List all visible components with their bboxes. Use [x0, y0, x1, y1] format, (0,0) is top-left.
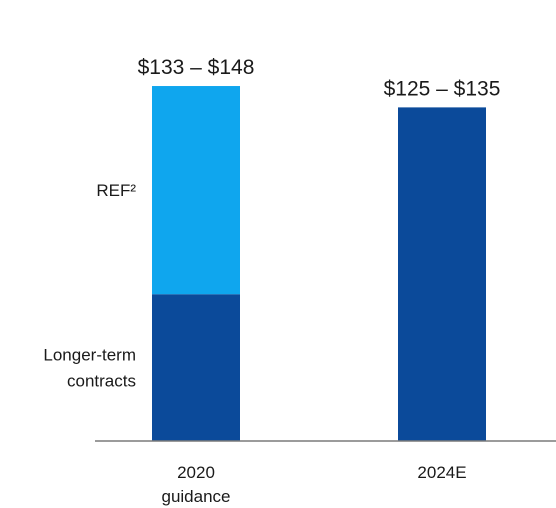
bar-2024e-longer-term-contracts [398, 107, 486, 441]
x-tick-label-2020-guidance: 2020 guidance [161, 463, 230, 506]
x-tick-label-2024e: 2024E [417, 463, 466, 482]
data-label-2024e: $125 – $135 [384, 77, 501, 100]
bars-group [152, 86, 486, 441]
series-label-longer-term-contracts: Longer-term contracts [43, 346, 136, 391]
category-labels-group: 2020 guidance 2024E [161, 463, 466, 506]
value-labels-group: $133 – $148 $125 – $135 [138, 56, 501, 100]
data-label-2020-guidance: $133 – $148 [138, 56, 255, 79]
bar-2020-guidance-ref [152, 86, 240, 295]
segment-labels-group: Longer-term contracts REF² [43, 181, 136, 390]
bar-2020-guidance-longer-term-contracts [152, 294, 240, 441]
series-label-ref: REF² [96, 181, 136, 200]
